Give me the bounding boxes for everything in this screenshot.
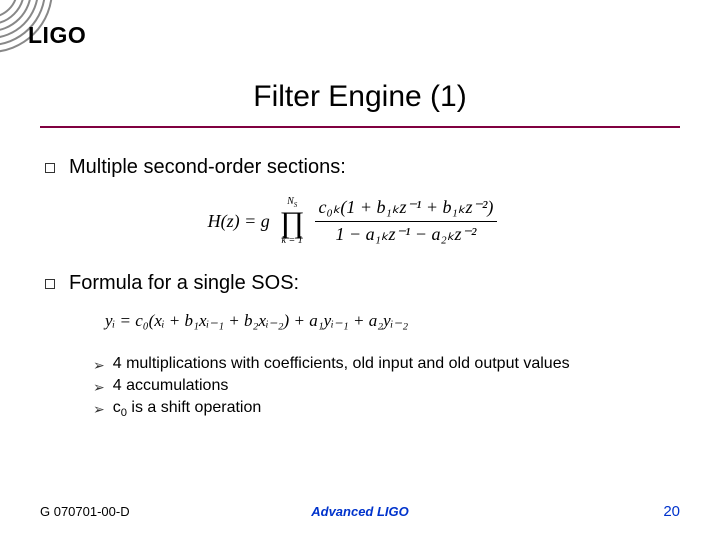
bullet-1-text: Multiple second-order sections: bbox=[69, 156, 346, 179]
formula-yi: yᵢ = c₀(xᵢ + b₁xᵢ₋₁ + b₂xᵢ₋₂) + a₁yᵢ₋₁ +… bbox=[105, 311, 660, 331]
sub-bullet-3-text: c0 is a shift operation bbox=[113, 399, 262, 419]
bullet-2-text: Formula for a single SOS: bbox=[69, 272, 299, 295]
formula-left: H(z) = g bbox=[208, 211, 270, 232]
content-area: Multiple second-order sections: H(z) = g… bbox=[0, 128, 720, 419]
bullet-1: Multiple second-order sections: bbox=[45, 156, 660, 179]
bullet-2: Formula for a single SOS: bbox=[45, 272, 660, 295]
footer: G 070701-00-D Advanced LIGO 20 bbox=[0, 503, 720, 520]
sub-bullet-3: ➢ c0 is a shift operation bbox=[93, 399, 660, 419]
footer-page-number: 20 bbox=[663, 503, 680, 520]
sub-bullet-1: ➢ 4 multiplications with coefficients, o… bbox=[93, 355, 660, 374]
sub-bullet-list: ➢ 4 multiplications with coefficients, o… bbox=[93, 355, 660, 419]
formula-hz: H(z) = g NS ∏ k = 1 c₀ₖ(1 + b₁ₖz⁻¹ + b₁ₖ… bbox=[45, 197, 660, 246]
sub-bullet-2-text: 4 accumulations bbox=[113, 377, 229, 395]
arrow-icon: ➢ bbox=[93, 379, 105, 396]
footer-center: Advanced LIGO bbox=[311, 504, 409, 519]
arrow-icon: ➢ bbox=[93, 401, 105, 418]
formula-yi-text: yᵢ = c₀(xᵢ + b₁xᵢ₋₁ + b₂xᵢ₋₂) + a₁yᵢ₋₁ +… bbox=[105, 311, 408, 330]
numerator: c₀ₖ(1 + b₁ₖz⁻¹ + b₁ₖz⁻²) bbox=[315, 197, 498, 219]
denominator: 1 − a₁ₖz⁻¹ − a₂ₖz⁻² bbox=[331, 224, 480, 246]
slide-title: Filter Engine (1) bbox=[0, 80, 720, 114]
bullet-marker-icon bbox=[45, 279, 55, 289]
header: LIGO bbox=[0, 0, 720, 60]
footer-doc-id: G 070701-00-D bbox=[40, 504, 130, 519]
arrow-icon: ➢ bbox=[93, 357, 105, 374]
product-symbol: NS ∏ k = 1 bbox=[280, 197, 305, 246]
sub-bullet-1-text: 4 multiplications with coefficients, old… bbox=[113, 355, 570, 373]
logo-text: LIGO bbox=[28, 22, 86, 49]
bullet-marker-icon bbox=[45, 163, 55, 173]
fraction: c₀ₖ(1 + b₁ₖz⁻¹ + b₁ₖz⁻²) 1 − a₁ₖz⁻¹ − a₂… bbox=[315, 197, 498, 245]
sub-bullet-2: ➢ 4 accumulations bbox=[93, 377, 660, 396]
